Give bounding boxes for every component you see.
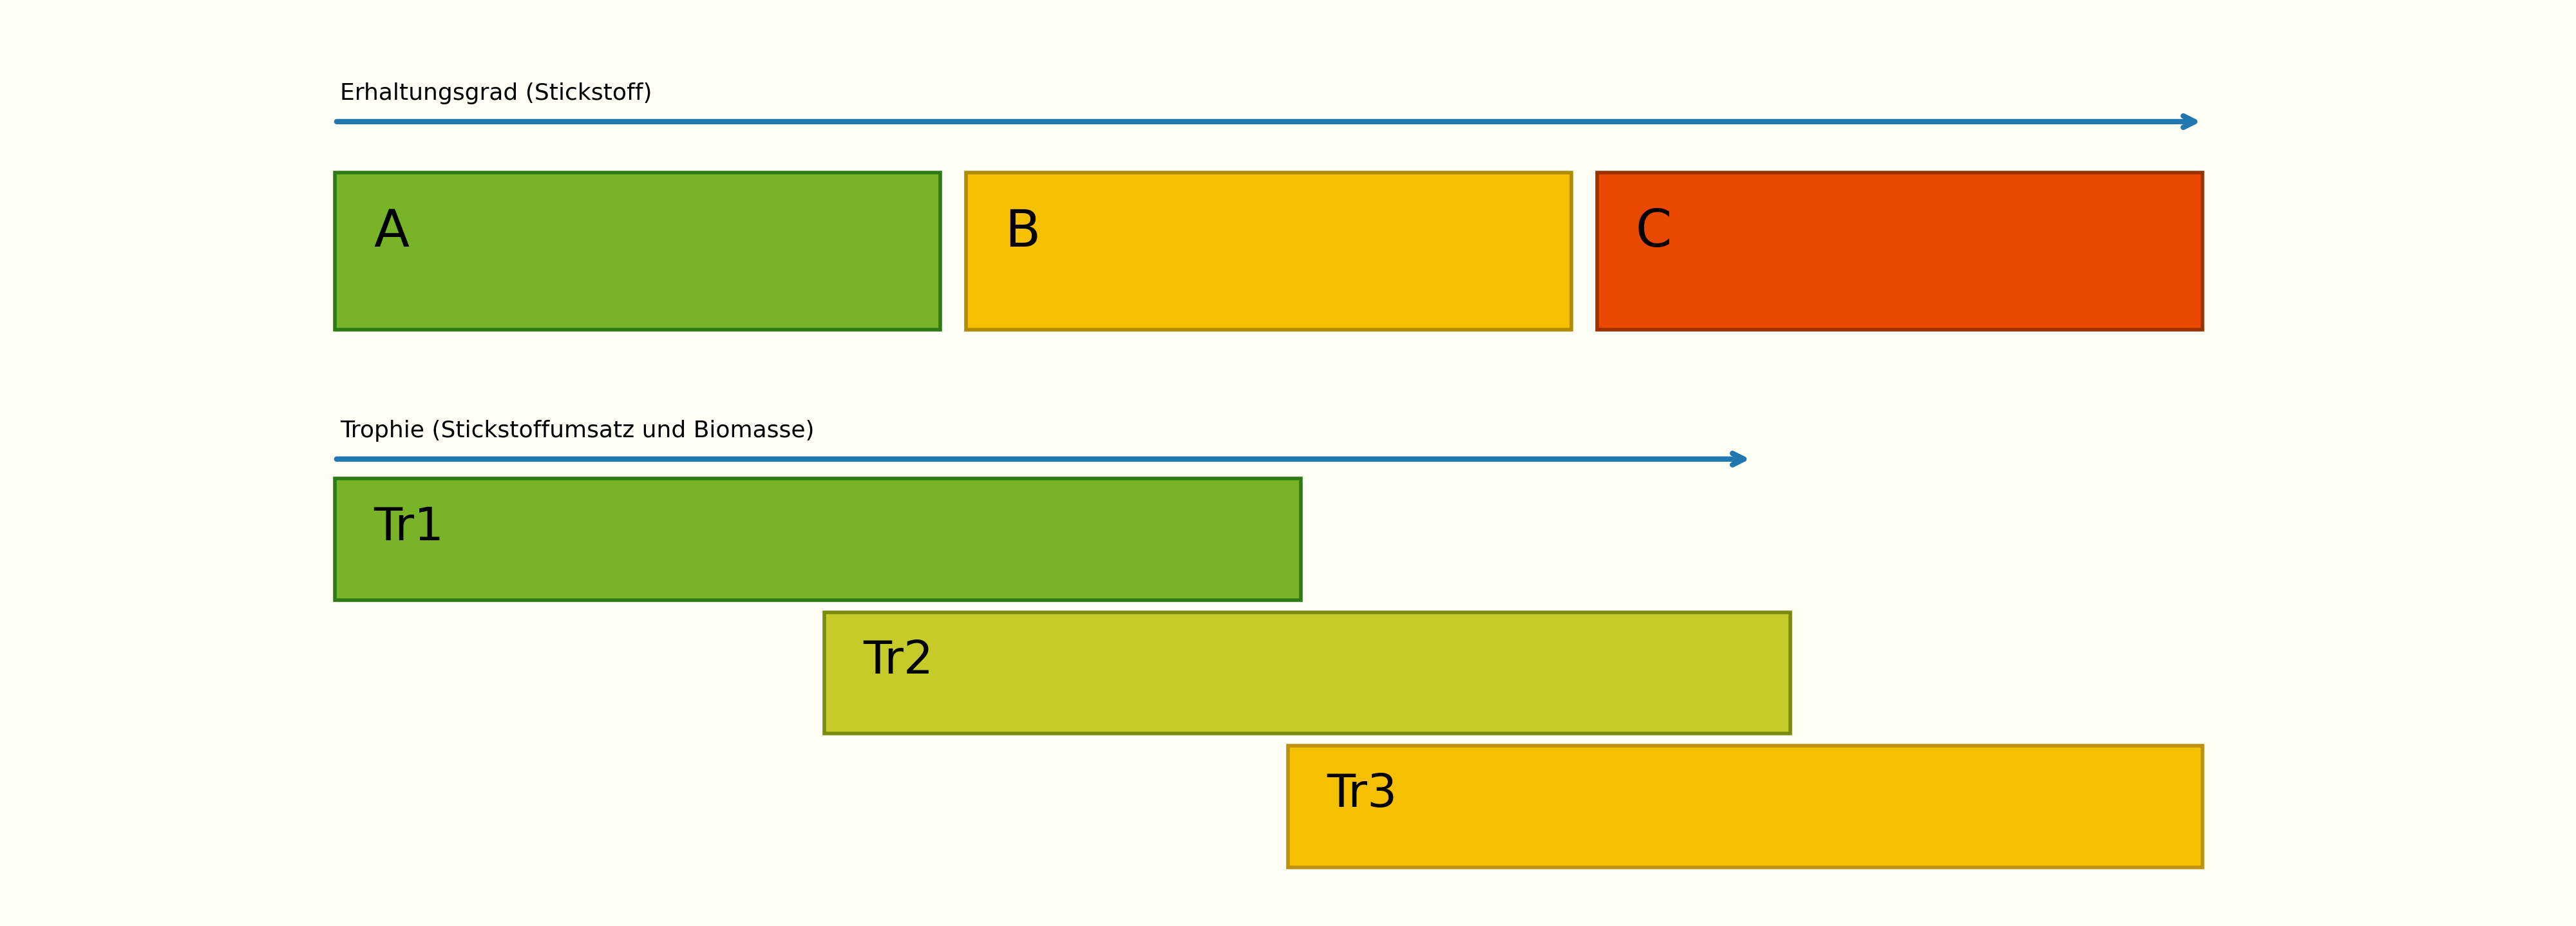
Text: Tr1: Tr1 xyxy=(374,506,443,550)
FancyBboxPatch shape xyxy=(824,612,1790,733)
FancyBboxPatch shape xyxy=(335,172,940,330)
FancyBboxPatch shape xyxy=(1288,745,2202,867)
Text: Erhaltungsgrad (Stickstoff): Erhaltungsgrad (Stickstoff) xyxy=(340,82,652,105)
Text: Trophie (Stickstoffumsatz und Biomasse): Trophie (Stickstoffumsatz und Biomasse) xyxy=(340,419,814,442)
FancyBboxPatch shape xyxy=(1597,172,2202,330)
Text: C: C xyxy=(1636,207,1672,257)
FancyBboxPatch shape xyxy=(966,172,1571,330)
Text: Tr2: Tr2 xyxy=(863,639,933,683)
Text: A: A xyxy=(374,207,410,257)
FancyBboxPatch shape xyxy=(335,479,1301,600)
Text: Tr3: Tr3 xyxy=(1327,772,1396,817)
Text: B: B xyxy=(1005,207,1041,257)
